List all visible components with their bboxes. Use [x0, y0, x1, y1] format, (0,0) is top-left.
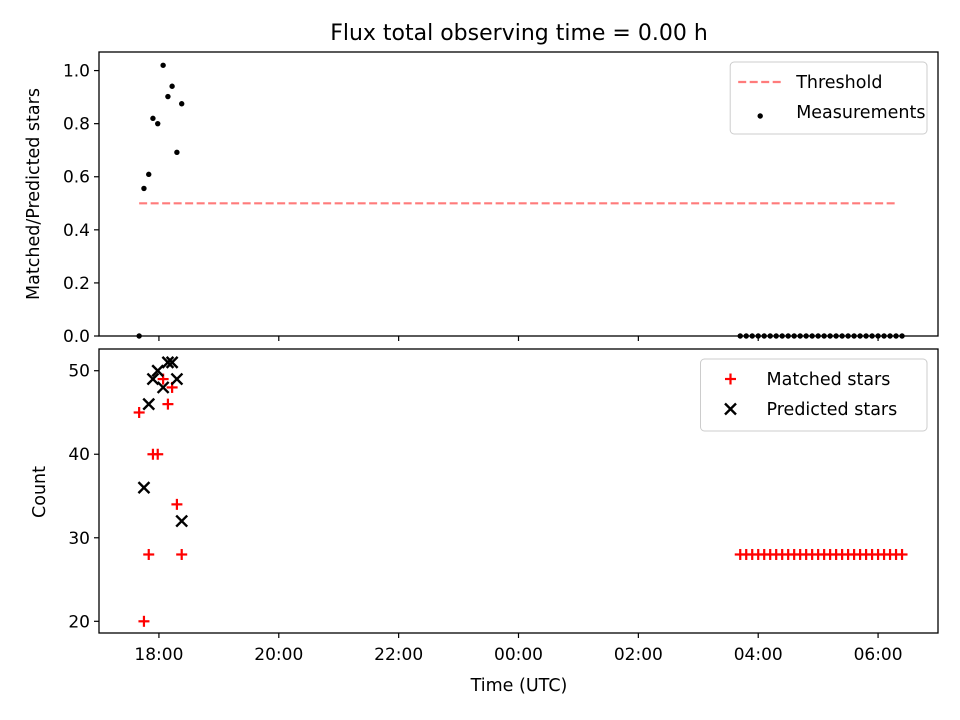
- ratio-ytick-label: 0.0: [63, 327, 90, 347]
- ratio-ylabel: Matched/Predicted stars: [24, 88, 44, 300]
- ratio-ytick-label: 0.2: [63, 274, 90, 294]
- count-predicted-point: [146, 372, 160, 386]
- ratio-measurement-point: [150, 115, 156, 122]
- count-predicted-point: [137, 481, 151, 495]
- count-predicted-point: [165, 356, 179, 369]
- count-ylabel: Count: [30, 466, 50, 518]
- count-predicted-point: [151, 364, 165, 378]
- ratio-measurement-point: [179, 101, 185, 107]
- count-matched-point: [162, 398, 174, 410]
- count-predicted-point: [142, 397, 156, 411]
- ratio-legend-swatch: [757, 113, 763, 119]
- ratio-panel: Matched/Predicted stars 0.0 0.2 0.4 0.6 0.8 1…: [24, 51, 939, 347]
- count-ytick-label: 40: [68, 445, 90, 465]
- ratio-plot: 0.0 0.2 0.4 0.6 0.8 1.0 Threshold Measurements: [63, 51, 939, 347]
- count-xtick-label: 20:00: [254, 645, 303, 665]
- count-matched-point: [138, 615, 150, 627]
- count-legend-box: [700, 358, 928, 432]
- count-xtick-label: 22:00: [374, 645, 423, 665]
- count-legend-swatch: [725, 373, 736, 385]
- count-panel: Count Time (UTC) 20 30 40 50 18:00 20:00 22:00…: [30, 348, 939, 696]
- count-xtick-label: 04:00: [734, 645, 783, 665]
- count-xlabel: Time (UTC): [470, 676, 568, 696]
- count-legend-label: Predicted stars: [767, 400, 898, 420]
- ratio-ytick-label: 0.6: [63, 168, 90, 188]
- ratio-legend-box: [729, 61, 928, 135]
- count-legend-swatch: [724, 402, 737, 416]
- ratio-ytick-label: 0.4: [63, 221, 90, 241]
- count-matched-point: [896, 548, 908, 560]
- ratio-measurement-point: [169, 83, 175, 89]
- count-legend: Matched stars Predicted stars: [700, 358, 928, 432]
- ratio-measurement-point: [174, 149, 180, 156]
- count-predicted-point: [170, 372, 184, 386]
- ratio-measurement-point: [160, 62, 166, 68]
- count-predicted-point: [175, 514, 189, 528]
- count-predicted-point: [156, 381, 170, 394]
- count-xtick-label: 00:00: [494, 645, 543, 665]
- ratio-measurement-point: [146, 171, 152, 178]
- count-matched-point: [171, 498, 183, 510]
- count-ytick-label: 30: [68, 529, 90, 549]
- ratio-ytick-label: 0.8: [63, 115, 90, 135]
- count-matched-point: [176, 548, 188, 560]
- count-matched-point: [143, 548, 155, 560]
- count-ytick-label: 20: [68, 612, 90, 632]
- count-plot: 20 30 40 50 18:00 20:00 22:00 00:00 02:00 04:00 06…: [68, 348, 939, 665]
- ratio-legend-label: Measurements: [796, 103, 925, 123]
- count-matched-point: [133, 406, 145, 418]
- ratio-measurement-point: [165, 93, 171, 100]
- count-xtick-label: 18:00: [134, 645, 183, 665]
- ratio-measurement-point: [141, 185, 147, 192]
- ratio-measurement-point: [155, 120, 161, 127]
- count-matched-point: [152, 448, 164, 460]
- count-xtick-label: 02:00: [614, 645, 663, 665]
- count-legend-label: Matched stars: [767, 370, 891, 390]
- count-predicted-point: [161, 356, 175, 369]
- ratio-legend-label: Threshold: [795, 73, 882, 93]
- count-xtick-label: 06:00: [854, 645, 903, 665]
- figure-title: Flux total observing time = 0.00 h: [330, 21, 708, 46]
- ratio-ytick-label: 1.0: [63, 62, 90, 82]
- ratio-legend: Threshold Measurements: [729, 61, 928, 135]
- count-ytick-label: 50: [68, 362, 90, 382]
